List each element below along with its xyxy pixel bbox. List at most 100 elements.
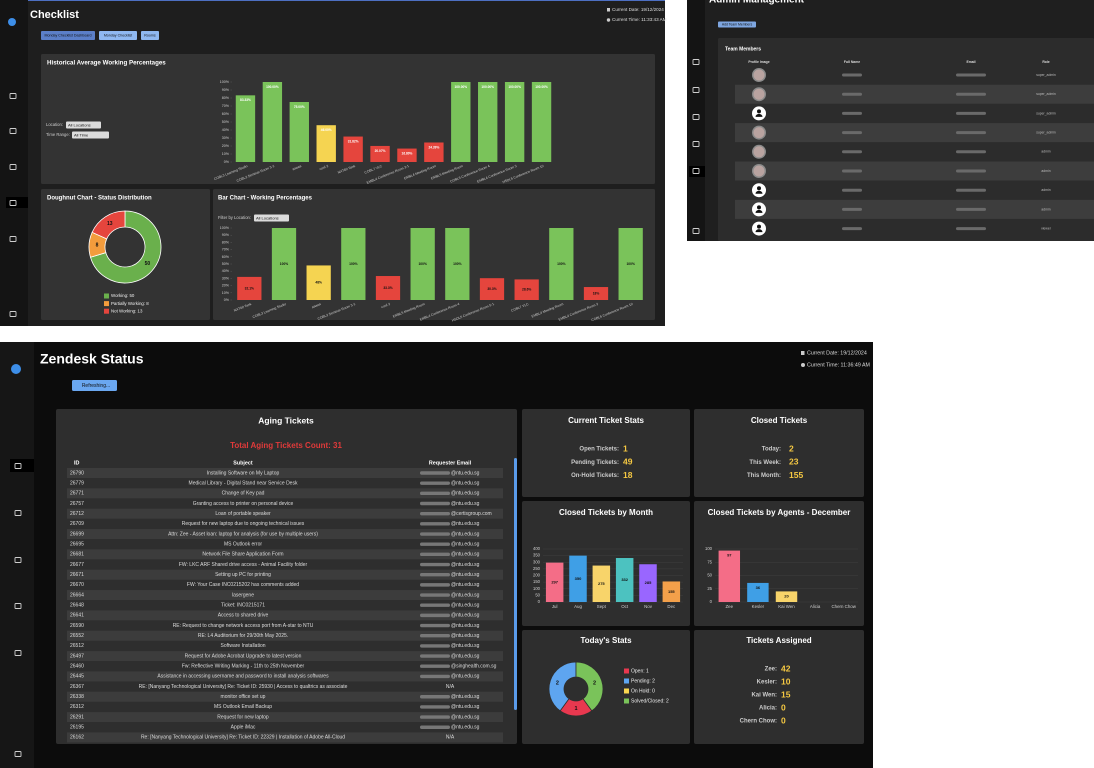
table-row-stripe xyxy=(735,84,1094,104)
ticket-email: @ntu.edu.sg xyxy=(451,633,480,639)
sidebar-icon xyxy=(692,141,700,147)
ticket-id: 26670 xyxy=(70,582,84,588)
y-tick-label: 20% xyxy=(222,284,230,288)
table-header: Role xyxy=(1042,60,1049,64)
stat-value: 23 xyxy=(789,457,799,467)
ticket-email: @certisgroup.com xyxy=(451,511,492,517)
location-select[interactable] xyxy=(66,121,101,129)
nav-button-label: Monday Checklist Dashboard xyxy=(45,34,92,38)
stat-value: 42 xyxy=(781,663,791,673)
table-row-stripe xyxy=(67,691,503,702)
card-title: Closed Tickets by Month xyxy=(559,508,653,517)
sidebar-toggle[interactable] xyxy=(11,364,21,374)
blurred-email xyxy=(420,532,450,536)
role: admin xyxy=(1041,207,1050,211)
y-tick-label: 40% xyxy=(222,269,230,273)
stat-value: 18 xyxy=(623,470,633,480)
card-title: Historical Average Working Percentages xyxy=(47,60,166,67)
ticket-subject: Loan of portable speaker xyxy=(215,511,271,517)
x-tick-label: Nov xyxy=(644,604,653,609)
value-label: 297 xyxy=(551,579,558,584)
ticket-email: @ntu.edu.sg xyxy=(451,491,480,497)
blurred-email xyxy=(956,73,986,77)
blurred-email xyxy=(420,613,450,618)
nav-button[interactable] xyxy=(141,31,159,40)
table-row-stripe xyxy=(67,549,503,560)
value-label: 28.6% xyxy=(522,288,531,292)
ticket-id: 26445 xyxy=(70,674,84,680)
ticket-email: @ntu.edu.sg xyxy=(451,501,480,507)
table-header: Requester Email xyxy=(429,460,472,466)
scrollbar[interactable] xyxy=(514,458,517,710)
bar xyxy=(341,228,366,300)
filter-label: Location: xyxy=(46,122,63,127)
table-row-stripe xyxy=(67,529,503,540)
legend-swatch xyxy=(624,668,629,674)
ticket-email: @ntu.edu.sg xyxy=(451,643,480,649)
sidebar-icon xyxy=(9,200,17,206)
table-row-stripe xyxy=(735,123,1094,143)
sidebar-active-item[interactable] xyxy=(689,166,705,177)
time-select[interactable] xyxy=(72,131,109,139)
blurred-email xyxy=(420,593,450,597)
stat-value: 0 xyxy=(781,715,786,725)
sidebar-active-item[interactable] xyxy=(6,197,28,208)
y-tick-label: 60% xyxy=(222,112,230,116)
bar xyxy=(545,562,564,602)
clock-icon xyxy=(801,363,805,367)
y-tick-label: 75 xyxy=(707,559,712,564)
filter-label: Time Range: xyxy=(46,132,70,137)
add-member-button[interactable] xyxy=(718,21,756,28)
table-row-stripe xyxy=(67,732,503,743)
blurred-email xyxy=(420,481,450,485)
y-tick-label: 60% xyxy=(222,255,230,259)
select-value: All Locations xyxy=(256,215,279,220)
slice-label: 2 xyxy=(556,680,559,686)
card-title: Bar Chart - Working Percentages xyxy=(218,196,313,202)
select-value: All Time xyxy=(74,132,89,137)
x-tick-label: Kesler xyxy=(752,604,765,609)
location-select[interactable] xyxy=(254,214,289,222)
legend-swatch xyxy=(104,301,109,307)
sidebar-icon xyxy=(692,87,700,93)
page-title: Zendesk Status xyxy=(40,351,144,367)
ticket-id: 26779 xyxy=(70,480,84,486)
y-tick-label: 0 xyxy=(538,599,541,604)
ticket-id: 26552 xyxy=(70,633,84,639)
avatar-head xyxy=(757,205,761,210)
x-tick-label: Zee xyxy=(726,604,734,609)
role: admin xyxy=(1041,169,1050,173)
role: admin xyxy=(1041,150,1050,154)
value-label: 100% xyxy=(280,262,289,266)
refresh-button[interactable] xyxy=(72,380,117,391)
value-label: 285 xyxy=(645,580,652,585)
ticket-subject: lasergene xyxy=(232,592,254,598)
sidebar-active-item[interactable] xyxy=(10,459,34,472)
bar xyxy=(718,550,741,602)
nav-button[interactable] xyxy=(41,31,95,40)
nav-button[interactable] xyxy=(99,31,137,40)
sidebar-icon xyxy=(9,164,17,170)
x-tick-label: Jul xyxy=(552,604,558,609)
bar xyxy=(410,228,435,300)
ticket-id: 26195 xyxy=(70,725,84,731)
bar xyxy=(592,565,611,602)
stat-value: 155 xyxy=(789,470,803,480)
blurred-email xyxy=(420,542,450,546)
avatar-photo xyxy=(753,146,765,158)
button-label: Refreshing... xyxy=(82,383,110,389)
blurred-email xyxy=(420,471,450,475)
card-title: Doughnut Chart - Status Distribution xyxy=(47,196,152,202)
sidebar-toggle[interactable] xyxy=(8,18,16,26)
sidebar-icon xyxy=(14,463,22,469)
y-tick-label: 0% xyxy=(224,160,230,164)
blurred-email xyxy=(956,188,986,192)
stat-value: 2 xyxy=(789,443,794,453)
x-tick-label: Kai Wen xyxy=(778,604,795,609)
stat-value: 49 xyxy=(623,457,633,467)
donut-slice xyxy=(548,661,577,712)
ticket-id: 26367 xyxy=(70,684,84,690)
y-tick-label: 100% xyxy=(220,226,230,230)
blurred-email xyxy=(956,169,986,173)
card-title: Today's Stats xyxy=(580,636,632,645)
